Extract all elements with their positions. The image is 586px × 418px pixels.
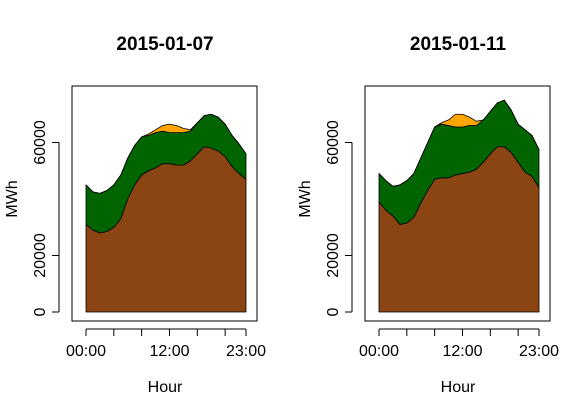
x-axis-label: Hour	[441, 379, 476, 396]
y-axis-label: MWh	[4, 180, 21, 217]
x-tick-label: 23:00	[519, 343, 559, 360]
x-tick-label: 00:00	[359, 343, 399, 360]
y-tick-label: 60000	[325, 120, 342, 165]
y-tick-label: 20000	[325, 233, 342, 278]
y-tick-label: 0	[325, 307, 342, 316]
chart-panel-2015-01-11: 2015-01-11 Hour MWh 0 20000 60000 00:00 12:0…	[297, 34, 559, 396]
chart-title: 2015-01-07	[116, 34, 213, 55]
chart-panel-2015-01-07: 2015-01-07 Hour MWh 0 20000 60000 00:00 12:0…	[4, 34, 266, 396]
plot-frame	[364, 85, 551, 322]
x-tick-label: 23:00	[226, 343, 266, 360]
x-tick-label: 12:00	[442, 343, 482, 360]
y-tick-label: 20000	[32, 233, 49, 278]
x-axis-label: Hour	[148, 379, 183, 396]
y-tick-label: 60000	[32, 120, 49, 165]
area-series-3	[85, 113, 247, 194]
plot-frame	[71, 85, 258, 322]
y-axis-label: MWh	[297, 180, 314, 217]
x-tick-label: 00:00	[66, 343, 106, 360]
area-series-3	[378, 99, 540, 187]
chart-title: 2015-01-11	[410, 34, 507, 55]
y-tick-label: 0	[32, 307, 49, 316]
x-tick-label: 12:00	[149, 343, 189, 360]
